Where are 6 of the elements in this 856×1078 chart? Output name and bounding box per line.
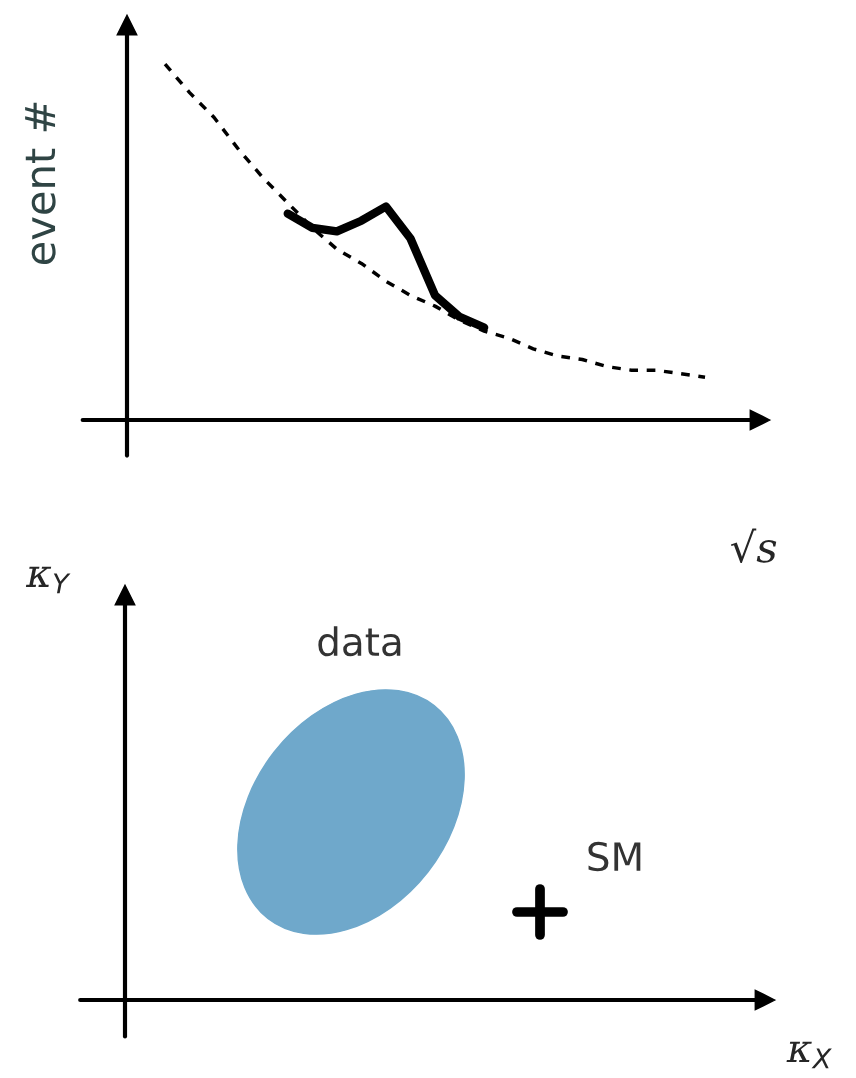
- text: κ$_{Y}$: [25, 566, 71, 594]
- x-axis-title: √s: [730, 528, 777, 564]
- text: data: [318, 626, 401, 657]
- text: κ$_{X}$: [786, 1041, 832, 1069]
- text: SM: [588, 841, 641, 872]
- y-axis-title: event #: [25, 102, 56, 265]
